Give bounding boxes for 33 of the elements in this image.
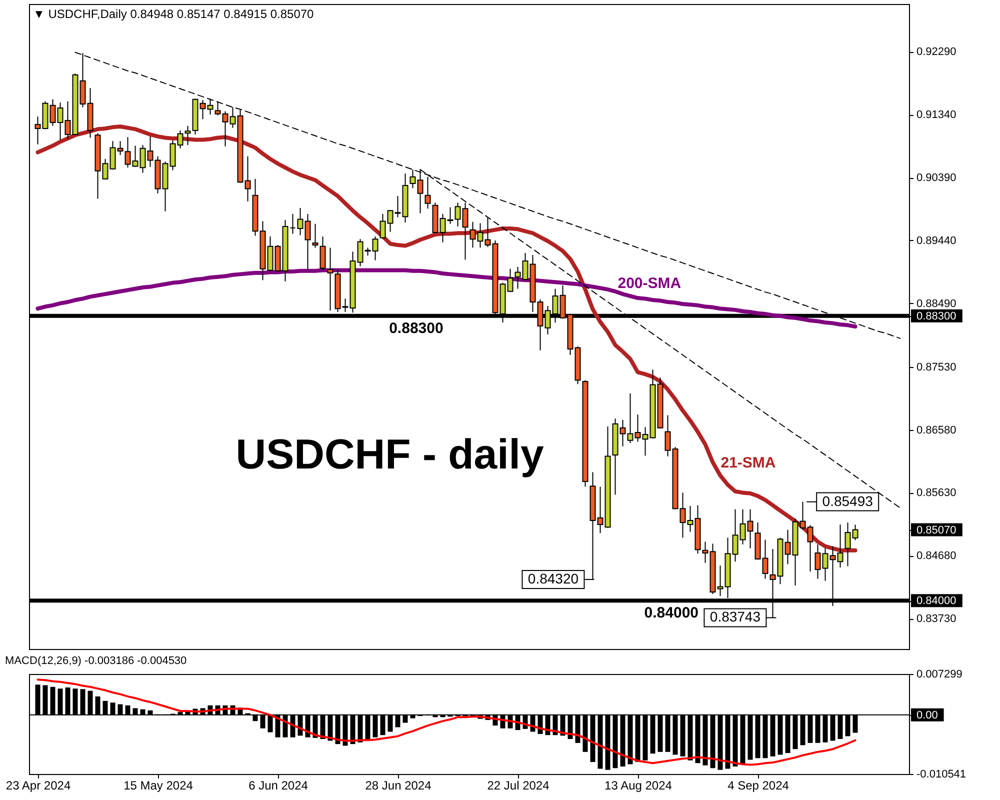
x-tick-label: 13 Aug 2024	[604, 778, 672, 792]
y-tick-label: -0.010541	[916, 768, 966, 780]
annotation: 0.84320	[528, 570, 579, 586]
y-tick-label: 0.89440	[916, 234, 956, 247]
y-tick-label: 0.86580	[916, 424, 956, 436]
y-tick-label: 0.00	[916, 709, 938, 722]
y-tick-label: 0.84680	[916, 550, 956, 562]
y-tick-label: 0.90390	[916, 172, 956, 184]
y-tick-label: 0.84000	[916, 595, 956, 608]
y-tick-label: 0.85630	[916, 487, 956, 500]
series-label: 200-SMA	[618, 275, 682, 292]
x-tick-label: 22 Jul 2024	[487, 778, 550, 792]
x-tick-label: 4 Sep 2024	[728, 778, 790, 792]
chart-title: MACD(12,26,9) -0.003186 -0.004530	[5, 655, 187, 667]
y-tick-label: 0.007299	[916, 668, 962, 680]
ref-line-label: 0.84000	[644, 604, 699, 622]
y-tick-label: 0.88300	[916, 310, 956, 322]
ref-line-label: 0.88300	[389, 320, 444, 337]
x-tick-label: 15 May 2024	[124, 778, 194, 792]
y-tick-label: 0.83730	[916, 613, 956, 626]
y-tick-label: 0.88490	[916, 298, 956, 310]
series-label: 21-SMA	[720, 454, 776, 472]
y-tick-label: 0.85070	[916, 524, 956, 536]
x-tick-label: 23 Apr 2024	[6, 778, 71, 792]
annotation: USDCHF - daily	[236, 430, 544, 478]
x-tick-label: 6 Jun 2024	[248, 778, 308, 792]
x-tick-label: 28 Jun 2024	[365, 778, 432, 792]
y-tick-label: 0.91340	[916, 109, 956, 122]
annotation: 0.85493	[822, 492, 874, 509]
y-tick-label: 0.87530	[916, 361, 956, 374]
annotation: 0.83743	[710, 608, 761, 625]
chart-title: ▼ USDCHF,Daily 0.84948 0.85147 0.84915 0.85070	[33, 7, 314, 21]
y-tick-label: 0.92290	[916, 46, 956, 58]
